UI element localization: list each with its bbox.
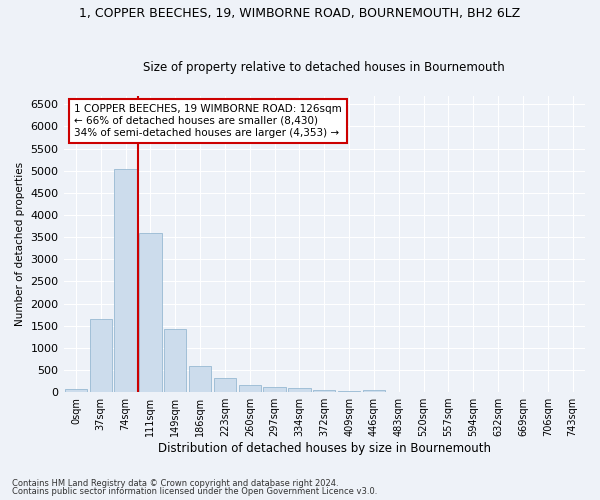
X-axis label: Distribution of detached houses by size in Bournemouth: Distribution of detached houses by size … xyxy=(158,442,491,455)
Y-axis label: Number of detached properties: Number of detached properties xyxy=(15,162,25,326)
Bar xyxy=(363,390,385,392)
Bar xyxy=(139,232,161,392)
Bar xyxy=(115,168,137,392)
Bar xyxy=(89,319,112,392)
Text: 1, COPPER BEECHES, 19, WIMBORNE ROAD, BOURNEMOUTH, BH2 6LZ: 1, COPPER BEECHES, 19, WIMBORNE ROAD, BO… xyxy=(79,8,521,20)
Text: 1 COPPER BEECHES, 19 WIMBORNE ROAD: 126sqm
← 66% of detached houses are smaller : 1 COPPER BEECHES, 19 WIMBORNE ROAD: 126s… xyxy=(74,104,342,138)
Bar xyxy=(263,387,286,392)
Bar xyxy=(239,385,261,392)
Bar xyxy=(338,391,360,392)
Bar xyxy=(164,329,187,392)
Bar xyxy=(214,378,236,392)
Text: Contains public sector information licensed under the Open Government Licence v3: Contains public sector information licen… xyxy=(12,487,377,496)
Bar xyxy=(313,390,335,392)
Text: Contains HM Land Registry data © Crown copyright and database right 2024.: Contains HM Land Registry data © Crown c… xyxy=(12,478,338,488)
Bar xyxy=(288,388,311,392)
Title: Size of property relative to detached houses in Bournemouth: Size of property relative to detached ho… xyxy=(143,60,505,74)
Bar xyxy=(189,366,211,392)
Bar xyxy=(65,389,87,392)
